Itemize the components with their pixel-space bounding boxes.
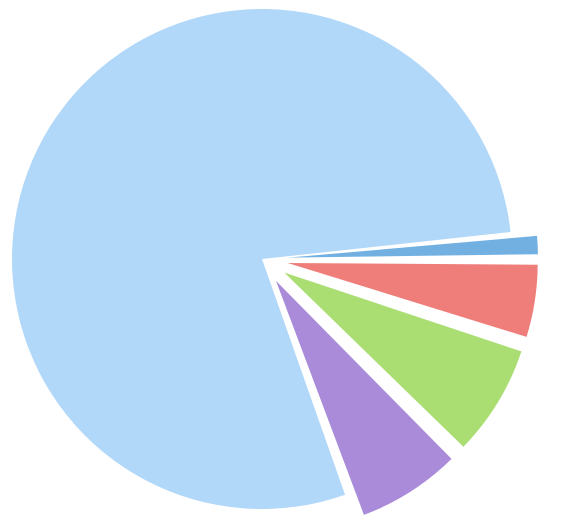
pie-slice-0 [12,9,511,509]
pie-chart-svg [0,0,564,530]
pie-chart [0,0,564,530]
